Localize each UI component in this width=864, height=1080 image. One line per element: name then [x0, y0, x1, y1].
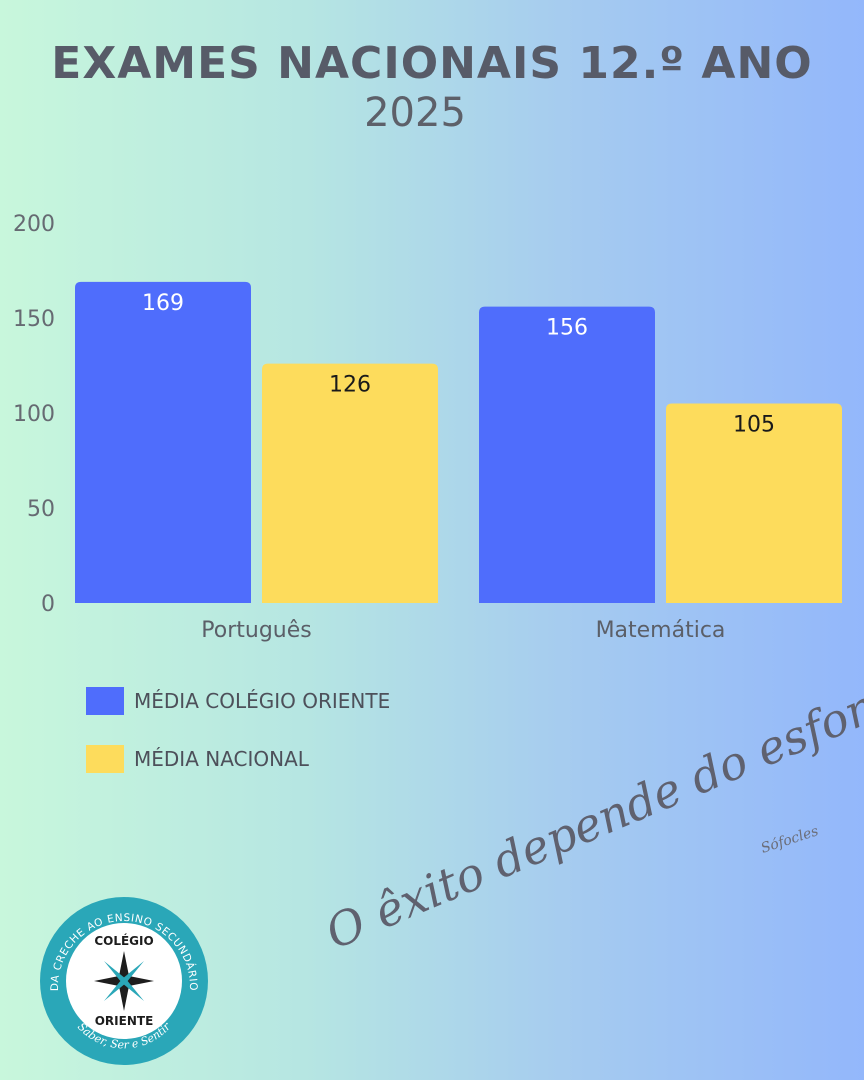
legend-item-national: MÉDIA NACIONAL: [86, 744, 390, 774]
y-axis: 0 50 100 150 200: [13, 212, 55, 617]
data-labels: 169 126 156 105: [142, 291, 775, 438]
bars: [75, 281, 842, 603]
quote-text: O êxito depende do esforço.: [318, 655, 864, 960]
x-axis: Português Matemática: [201, 618, 725, 643]
data-label: 126: [329, 373, 371, 398]
y-tick-label: 50: [27, 497, 55, 522]
compass-star-icon: [94, 951, 154, 1011]
x-tick-label: Matemática: [596, 618, 726, 643]
legend-swatch-school: [86, 687, 124, 715]
y-tick-label: 0: [41, 592, 55, 617]
y-tick-label: 150: [13, 307, 55, 332]
bar: [479, 306, 655, 603]
bar: [666, 403, 842, 603]
bar-chart: 0 50 100 150 200 169 126 156 105 Português Matem…: [13, 212, 842, 643]
chart-subtitle: 2025: [364, 90, 466, 136]
y-tick-label: 200: [13, 212, 55, 237]
legend: MÉDIA COLÉGIO ORIENTE MÉDIA NACIONAL: [86, 686, 390, 802]
x-tick-label: Português: [201, 618, 311, 643]
legend-swatch-national: [86, 745, 124, 773]
quote-author: Sófocles: [758, 823, 821, 857]
data-label: 105: [733, 413, 775, 438]
y-tick-label: 100: [13, 402, 55, 427]
bar: [262, 363, 438, 603]
legend-item-school: MÉDIA COLÉGIO ORIENTE: [86, 686, 390, 716]
logo-name-top: COLÉGIO: [94, 933, 153, 948]
legend-label-school: MÉDIA COLÉGIO ORIENTE: [134, 689, 391, 713]
logo-name-bottom: ORIENTE: [95, 1014, 154, 1028]
school-logo: DA CRECHE AO ENSINO SECUNDÁRIO Saber, Se…: [40, 897, 208, 1065]
data-label: 169: [142, 291, 184, 316]
chart-title: EXAMES NACIONAIS 12.º ANO: [51, 38, 813, 89]
legend-label-national: MÉDIA NACIONAL: [134, 747, 309, 771]
bar: [75, 281, 251, 603]
data-label: 156: [546, 316, 588, 341]
